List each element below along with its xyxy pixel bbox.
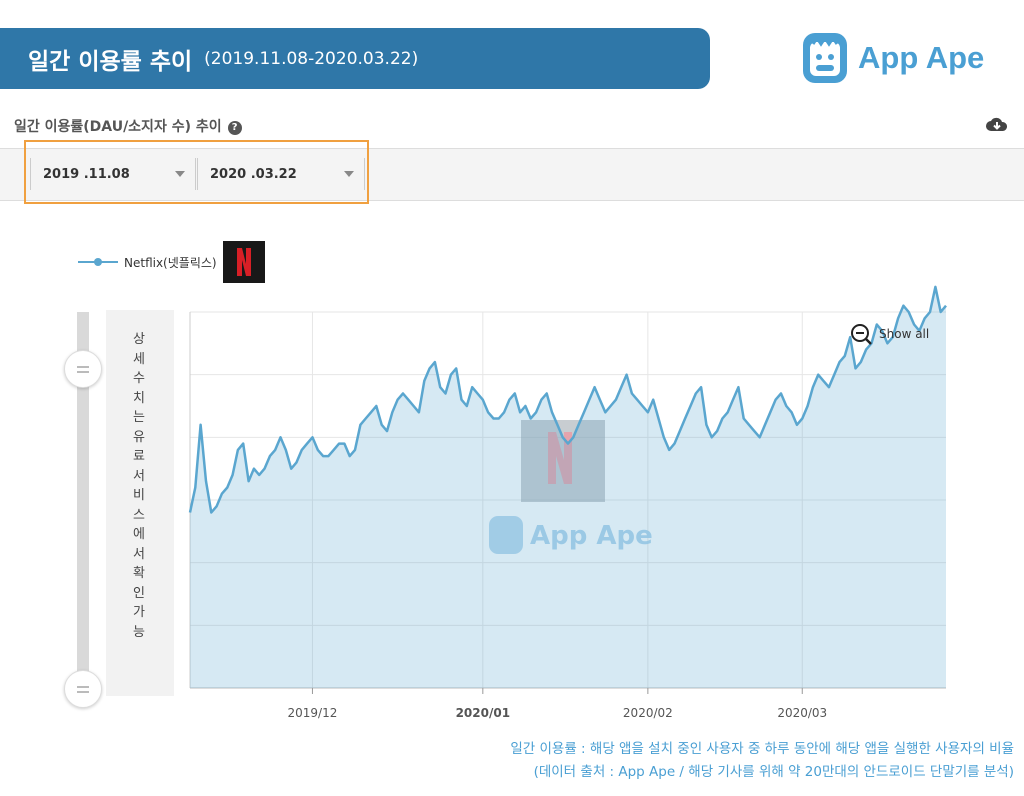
footnote: 일간 이용률 : 해당 앱을 설치 중인 사용자 중 하루 동안에 해당 앱을 …	[510, 738, 1014, 784]
zoom-out-icon	[851, 324, 869, 342]
date-range-highlight	[24, 140, 369, 204]
chart-legend[interactable]: Netflix(넷플릭스)	[78, 241, 265, 283]
netflix-logo-icon	[222, 241, 265, 283]
slider-top-handle[interactable]	[64, 350, 102, 388]
slider-bottom-handle[interactable]	[64, 670, 102, 708]
chevron-down-icon	[175, 171, 185, 177]
series-layer	[188, 285, 947, 688]
paid-service-notice-panel	[106, 310, 174, 696]
x-tick-label: 2020/02	[623, 706, 673, 720]
footnote-line-2: (데이터 출처 : App Ape / 해당 기사를 위해 약 20만대의 안드…	[533, 764, 1014, 780]
paid-service-notice-text: 상세수치는 유료서비스에서 확인가능	[133, 332, 145, 640]
chevron-down-icon	[344, 171, 354, 177]
x-tick-label: 2020/03	[777, 706, 827, 720]
x-tick-label: 2020/01	[456, 706, 510, 720]
chart-watermark: App Ape	[489, 420, 653, 554]
series-line-netflix[interactable]	[188, 285, 947, 514]
show-all-button[interactable]: Show all	[851, 324, 929, 345]
start-date-select[interactable]: 2019 .11.08	[30, 158, 196, 190]
section-title: 일간 이용률(DAU/소지자 수) 추이?	[14, 116, 242, 136]
end-date-value: 2020 .03.22	[210, 166, 297, 182]
series-area-fill	[190, 286, 946, 688]
footnote-line-1: 일간 이용률 : 해당 앱을 설치 중인 사용자 중 하루 동안에 해당 앱을 …	[510, 741, 1014, 757]
zoom-slider-track[interactable]	[77, 312, 89, 682]
legend-line-marker	[78, 258, 118, 266]
logo-text: App Ape	[858, 40, 985, 75]
title-banner: 일간 이용률 추이 (2019.11.08-2020.03.22)	[0, 28, 710, 89]
x-tick-label: 2019/12	[288, 706, 338, 720]
section-title-text: 일간 이용률(DAU/소지자 수) 추이	[14, 119, 222, 135]
end-date-select[interactable]: 2020 .03.22	[197, 158, 365, 190]
download-icon[interactable]	[986, 116, 1008, 138]
svg-text:App Ape: App Ape	[530, 521, 653, 551]
app-ape-mascot-icon	[803, 33, 847, 83]
banner-date-range: (2019.11.08-2020.03.22)	[204, 48, 419, 69]
start-date-value: 2019 .11.08	[43, 166, 130, 182]
banner-title: 일간 이용률 추이	[28, 48, 193, 75]
help-icon[interactable]: ?	[227, 121, 242, 135]
chart-grid	[189, 311, 946, 689]
show-all-label: Show all	[879, 327, 929, 341]
legend-series-label: Netflix(넷플릭스)	[124, 255, 217, 270]
x-axis-ticks: 2019/12 2020/01 2020/02 2020/03	[288, 688, 827, 720]
app-ape-logo: App Ape	[800, 30, 984, 86]
